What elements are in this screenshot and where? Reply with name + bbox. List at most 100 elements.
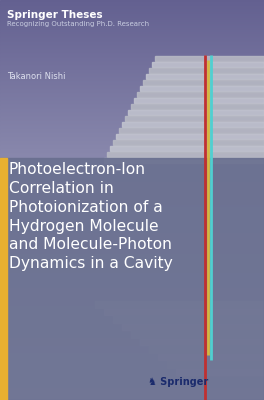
Bar [0,278,264,280]
Bar [0,73,264,75]
Bar [0,33,264,35]
Bar [0,41,264,43]
Bar [0,385,264,387]
Bar [0,4,264,5]
Bar [0,341,264,343]
Bar [0,360,264,361]
Bar [0,22,264,24]
Bar [0,230,264,232]
Bar [0,120,264,121]
Bar [122,324,264,330]
Bar [0,64,264,65]
Bar [0,326,264,328]
Bar [0,226,264,228]
Bar [0,165,264,167]
Bar [0,333,264,335]
Bar [0,228,264,229]
Bar [0,0,264,1]
Bar [0,166,264,168]
Bar [0,137,264,139]
Bar [0,40,264,41]
Bar [0,32,264,33]
Bar [143,80,264,85]
Bar [0,345,264,347]
Text: Photoelectron-Ion
Correlation in
Photoionization of a
Hydrogen Molecule
and Mole: Photoelectron-Ion Correlation in Photoio… [9,162,173,271]
Bar [0,290,264,292]
Bar [119,128,264,133]
Bar [0,316,264,317]
Bar [0,377,264,379]
Bar [0,54,264,56]
Bar [0,273,264,275]
Bar [0,133,264,135]
Bar [0,194,264,196]
Bar [0,393,264,395]
Bar [0,110,264,112]
Bar [0,170,264,172]
Bar [0,317,264,319]
Bar [0,346,264,348]
Bar [0,121,264,123]
Bar [110,146,264,151]
Bar [0,241,264,243]
Bar [140,86,264,91]
Bar [0,397,264,399]
Bar [0,338,264,340]
Bar [0,390,264,392]
Bar [0,164,264,165]
Bar [0,309,264,311]
Bar [0,118,264,120]
Bar [0,204,264,205]
Bar [0,198,264,200]
Bar [0,329,264,331]
Bar [0,156,264,157]
Bar [0,50,264,52]
Bar [0,370,264,372]
Bar [158,354,264,360]
Bar [0,174,264,176]
Bar [0,86,264,88]
Bar [0,210,264,212]
Bar [0,128,264,129]
Bar [0,224,264,225]
Bar [0,184,264,185]
Bar [0,237,264,239]
Bar [0,172,264,173]
Bar [0,314,264,316]
Bar [0,325,264,327]
Bar [0,14,264,16]
Bar [0,298,264,300]
Bar [0,49,264,51]
Bar [0,168,264,169]
Bar [0,96,264,97]
Bar [113,140,264,145]
Bar [0,85,264,87]
Bar [0,361,264,363]
Bar [0,268,264,269]
Bar [0,58,264,60]
Bar [0,232,264,233]
Bar [0,233,264,235]
Bar [0,289,264,291]
Bar [0,308,264,309]
Bar [0,248,264,249]
Bar [0,205,264,207]
Bar [0,30,264,32]
Bar [0,220,264,221]
Bar [0,169,264,171]
Bar [0,60,264,61]
Bar [0,381,264,383]
Bar [0,362,264,364]
Bar [0,13,264,15]
Bar [0,116,264,117]
Text: Springer Theses: Springer Theses [7,10,103,20]
Bar [0,213,264,215]
Bar [0,17,264,19]
Bar [0,374,264,376]
Bar [0,173,264,175]
Bar [131,104,264,109]
Bar [0,380,264,381]
Bar [176,368,264,375]
Bar [0,302,264,304]
Bar [107,152,264,157]
